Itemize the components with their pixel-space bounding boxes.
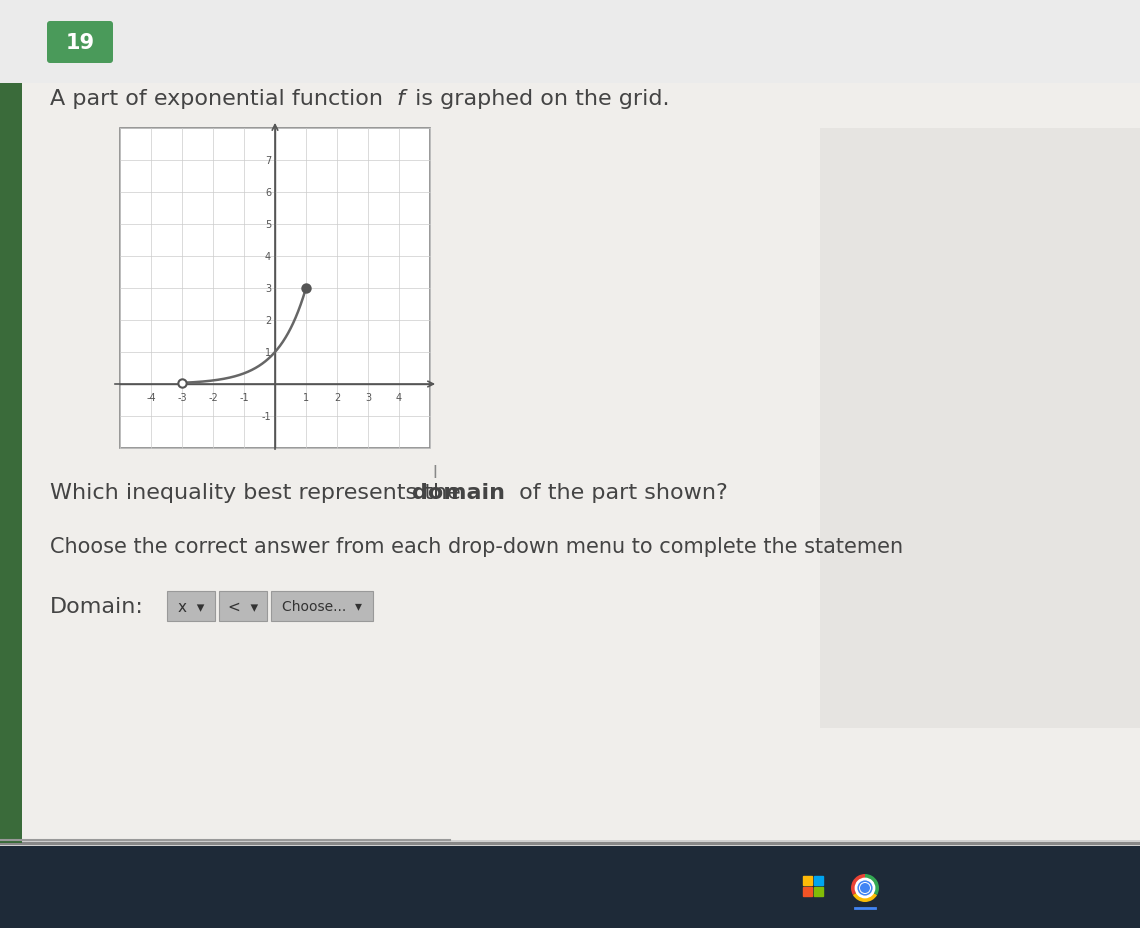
- Text: 3: 3: [264, 284, 271, 293]
- Bar: [0, 842, 1140, 845]
- Text: of the part shown?: of the part shown?: [512, 483, 727, 502]
- Text: I: I: [432, 463, 438, 482]
- Text: 4: 4: [396, 393, 402, 403]
- Bar: [803, 887, 812, 896]
- Circle shape: [860, 882, 871, 894]
- Text: 3: 3: [365, 393, 370, 403]
- Bar: [120, 129, 430, 448]
- Bar: [0, 0, 1140, 84]
- Text: -2: -2: [209, 393, 218, 403]
- Wedge shape: [865, 874, 879, 895]
- Circle shape: [860, 883, 870, 893]
- Text: 7: 7: [264, 156, 271, 166]
- Bar: [814, 887, 823, 896]
- FancyBboxPatch shape: [271, 591, 373, 622]
- Text: -4: -4: [146, 393, 156, 403]
- Text: Which inequality best represents the: Which inequality best represents the: [50, 483, 467, 502]
- Text: domain: domain: [412, 483, 505, 502]
- Text: -1: -1: [239, 393, 249, 403]
- FancyBboxPatch shape: [219, 591, 267, 622]
- Bar: [0, 84, 22, 844]
- Text: -3: -3: [177, 393, 187, 403]
- Text: f: f: [396, 89, 404, 109]
- FancyBboxPatch shape: [166, 591, 215, 622]
- Bar: [0, 840, 1140, 846]
- Text: A part of exponential function: A part of exponential function: [50, 89, 390, 109]
- Text: x  ▾: x ▾: [178, 599, 204, 613]
- Text: Choose...  ▾: Choose... ▾: [282, 599, 363, 613]
- Text: is graphed on the grid.: is graphed on the grid.: [408, 89, 669, 109]
- Bar: [820, 129, 1140, 728]
- Circle shape: [856, 879, 874, 897]
- Text: 4: 4: [264, 251, 271, 262]
- Bar: [0, 84, 1140, 844]
- Text: 1: 1: [264, 348, 271, 357]
- Text: 2: 2: [334, 393, 340, 403]
- Text: 5: 5: [264, 220, 271, 230]
- Text: <  ▾: < ▾: [228, 599, 258, 613]
- Text: 6: 6: [264, 187, 271, 198]
- Text: 2: 2: [264, 316, 271, 326]
- Text: -1: -1: [261, 411, 271, 421]
- Bar: [0, 844, 1140, 928]
- Text: Choose the correct answer from each drop-down menu to complete the statemen: Choose the correct answer from each drop…: [50, 536, 903, 557]
- Bar: [814, 876, 823, 885]
- Wedge shape: [850, 874, 865, 895]
- FancyBboxPatch shape: [47, 22, 113, 64]
- Text: 19: 19: [65, 33, 95, 53]
- Text: 1: 1: [303, 393, 309, 403]
- Text: Domain:: Domain:: [50, 597, 144, 616]
- Wedge shape: [853, 888, 877, 902]
- Bar: [803, 876, 812, 885]
